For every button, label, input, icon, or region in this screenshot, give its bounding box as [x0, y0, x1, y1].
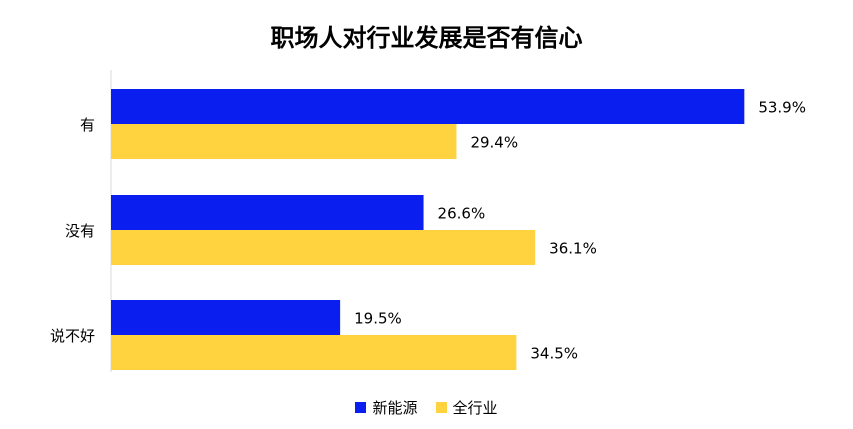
data-label: 26.6% [438, 205, 486, 223]
category-label: 说不好 [50, 327, 95, 345]
legend-item-new-energy: 新能源 [355, 397, 418, 418]
data-label: 53.9% [758, 99, 806, 117]
legend: 新能源 全行业 [0, 397, 853, 418]
data-label: 19.5% [354, 310, 402, 328]
legend-label-new-energy: 新能源 [372, 399, 418, 417]
legend-label-all-industry: 全行业 [452, 399, 498, 417]
bar-new-energy [111, 300, 341, 335]
chart-title: 职场人对行业发展是否有信心 [270, 24, 583, 52]
category-label: 有 [80, 116, 95, 134]
bar-all-industry [111, 335, 517, 370]
category-label: 没有 [65, 222, 95, 240]
bar-all-industry [111, 124, 457, 159]
legend-swatch-new-energy [355, 402, 367, 413]
bar-all-industry [111, 230, 536, 265]
bar-new-energy [111, 89, 745, 124]
data-label: 29.4% [470, 134, 518, 152]
data-label: 34.5% [530, 345, 578, 363]
bar-new-energy [111, 195, 424, 230]
legend-swatch-all-industry [435, 402, 447, 413]
legend-item-all-industry: 全行业 [435, 397, 498, 418]
data-label: 36.1% [549, 240, 597, 258]
